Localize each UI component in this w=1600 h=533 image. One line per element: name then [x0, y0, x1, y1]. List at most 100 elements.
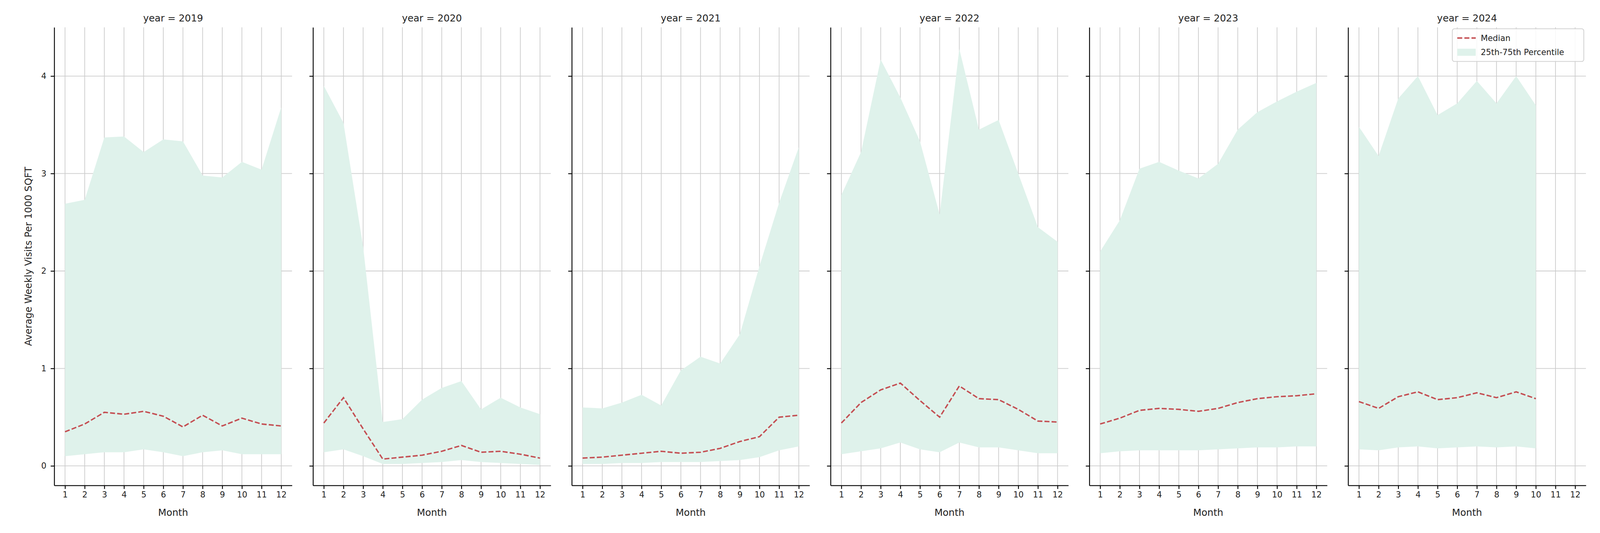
x-tick-label: 4: [121, 490, 127, 500]
x-tick-label: 12: [793, 490, 805, 500]
panel: 123456789101112year = 2024MonthMedian25t…: [1344, 12, 1586, 519]
x-axis-line: [54, 485, 293, 486]
x-tick-label: 6: [678, 490, 684, 500]
grid-line: [830, 465, 1069, 467]
y-tick: [1085, 368, 1090, 370]
grid-line: [312, 465, 551, 467]
x-axis-line: [1089, 485, 1328, 486]
x-tick-mark: [798, 485, 800, 490]
x-tick-mark: [860, 485, 862, 490]
x-tick-mark: [621, 485, 623, 490]
x-tick: 6: [160, 485, 167, 500]
x-tick-mark: [1378, 485, 1380, 490]
x-tick-mark: [202, 485, 204, 490]
y-axis: [1085, 27, 1090, 486]
x-tick: 7: [180, 485, 186, 500]
x-tick: 11: [515, 485, 526, 500]
y-tick-mark: [826, 270, 831, 272]
x-tick-mark: [221, 485, 223, 490]
grid-line: [1348, 465, 1586, 467]
x-tick-label: 8: [458, 490, 465, 500]
x-tick: 2: [1376, 485, 1382, 500]
panel: 123456789101112year = 2022Month: [826, 12, 1069, 519]
x-tick-label: 2: [341, 490, 347, 500]
y-tick-mark: [309, 368, 313, 370]
y-tick: [1085, 466, 1090, 467]
x-axis-line: [830, 485, 1069, 486]
x-tick-mark: [143, 485, 145, 490]
y-tick: 3: [41, 169, 54, 179]
y-tick: [1344, 368, 1349, 370]
x-tick-mark: [241, 485, 243, 490]
y-tick-mark: [50, 465, 55, 467]
x-tick-mark: [660, 485, 662, 490]
x-tick: 6: [678, 485, 684, 500]
x-tick: 3: [878, 485, 884, 500]
x-tick-mark: [402, 485, 404, 490]
x-tick-mark: [343, 485, 345, 490]
x-tick-label: 1: [1356, 490, 1362, 500]
x-tick-mark: [1496, 485, 1497, 490]
percentile-band: [582, 147, 799, 465]
x-tick-mark: [759, 485, 761, 490]
percentile-band: [841, 48, 1058, 455]
x-tick-label: 1: [580, 490, 586, 500]
x-tick-label: 5: [1176, 490, 1182, 500]
x-tick-label: 12: [1569, 490, 1581, 500]
grid: [1348, 27, 1586, 486]
y-tick: [568, 368, 572, 370]
x-tick-label: 3: [878, 490, 884, 500]
grid-line: [1574, 27, 1576, 486]
y-tick: [309, 466, 313, 467]
y-tick: 0: [41, 461, 54, 471]
grid-line: [1348, 75, 1586, 77]
x-tick-label: 4: [1415, 490, 1421, 500]
x-tick: 1: [321, 485, 327, 500]
y-tick-mark: [826, 173, 831, 175]
grid-line: [54, 465, 293, 467]
panel-title: year = 2020: [401, 12, 463, 24]
legend-label: Median: [1480, 33, 1511, 43]
y-tick: 1: [41, 364, 54, 374]
x-tick-mark: [362, 485, 364, 490]
x-tick-label: 7: [1474, 490, 1480, 500]
plot-area: [841, 48, 1058, 455]
x-tick-mark: [998, 485, 1000, 490]
plot-area: [1100, 82, 1317, 454]
x-tick: 4: [898, 485, 904, 500]
x-tick-label: 2: [600, 490, 606, 500]
x-axis-title: Month: [158, 507, 189, 519]
percentile-band: [323, 85, 540, 466]
legend-swatch: [1457, 37, 1476, 40]
x-tick: 4: [121, 485, 127, 500]
x-tick: 3: [101, 485, 108, 500]
percentile-band: [1100, 82, 1317, 454]
x-tick-label: 12: [276, 490, 287, 500]
legend-swatch: [1457, 48, 1476, 56]
x-tick-mark: [978, 485, 980, 490]
x-tick-label: 1: [62, 490, 68, 500]
y-tick: [1344, 173, 1349, 174]
x-tick-mark: [1417, 485, 1419, 490]
y-tick-mark: [50, 75, 55, 77]
x-tick-mark: [1178, 485, 1180, 490]
legend: Median25th-75th Percentile: [1452, 28, 1584, 62]
y-axis-line: [1348, 27, 1349, 486]
y-tick-mark: [826, 75, 831, 77]
x-tick-mark: [261, 485, 263, 490]
y-axis-line: [1089, 27, 1090, 486]
x-tick-mark: [601, 485, 603, 490]
y-tick-mark: [309, 173, 313, 175]
x-tick-mark: [1555, 485, 1556, 490]
x-tick-mark: [1457, 485, 1458, 490]
y-tick-mark: [1344, 75, 1349, 77]
x-tick-label: 4: [1156, 490, 1162, 500]
y-axis: [1344, 27, 1349, 486]
y-tick: [568, 173, 572, 174]
x-tick: 12: [793, 485, 805, 500]
x-tick-mark: [1057, 485, 1059, 490]
x-tick-mark: [1358, 485, 1360, 490]
y-axis: [568, 27, 573, 486]
y-tick: [1344, 271, 1349, 272]
x-tick-mark: [182, 485, 184, 490]
